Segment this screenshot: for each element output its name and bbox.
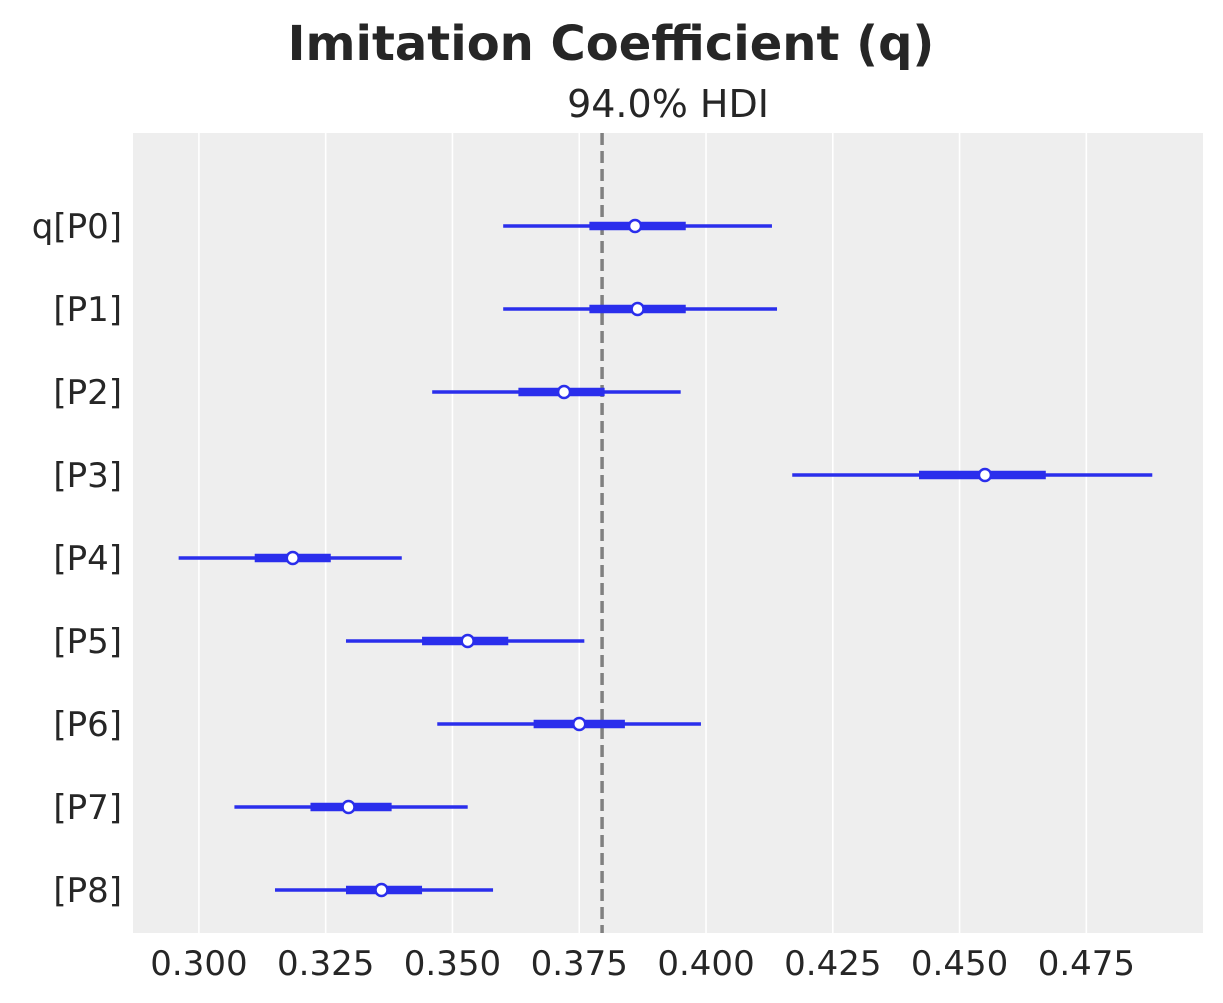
y-tick-label: [P1] bbox=[53, 290, 122, 330]
x-tick-label: 0.450 bbox=[911, 944, 1008, 984]
x-tick-label: 0.375 bbox=[531, 944, 628, 984]
median-point bbox=[460, 633, 475, 649]
x-tick-label: 0.475 bbox=[1038, 944, 1135, 984]
x-tick-label: 0.425 bbox=[784, 944, 881, 984]
y-tick-label: [P2] bbox=[53, 373, 122, 413]
y-tick-label: q[P0] bbox=[32, 207, 122, 247]
x-tick-label: 0.350 bbox=[404, 944, 501, 984]
y-tick-label: [P8] bbox=[53, 871, 122, 911]
interval-marks bbox=[178, 218, 1153, 898]
y-tick-label: [P4] bbox=[53, 539, 122, 579]
x-tick-label: 0.300 bbox=[150, 944, 247, 984]
median-point bbox=[374, 882, 389, 898]
x-tick-label: 0.400 bbox=[657, 944, 754, 984]
chart-subtitle: 94.0% HDI bbox=[567, 82, 769, 126]
median-point bbox=[285, 550, 300, 566]
x-tick-labels: 0.300 0.325 0.350 0.375 0.400 0.425 0.450 0.475 bbox=[150, 944, 1135, 984]
plot-area bbox=[133, 133, 1203, 933]
y-tick-labels: q[P0] [P1] [P2] [P3] [P4] [P5] [P6] [P7] [P8] bbox=[32, 207, 122, 911]
median-point bbox=[572, 716, 587, 732]
y-tick-label: [P7] bbox=[53, 788, 122, 828]
y-tick-label: [P3] bbox=[53, 456, 122, 496]
median-point bbox=[341, 799, 356, 815]
chart-title: Imitation Coefficient (q) bbox=[288, 16, 935, 72]
median-point bbox=[556, 384, 572, 400]
y-tick-label: [P6] bbox=[53, 705, 122, 745]
median-point bbox=[630, 301, 645, 317]
gridlines bbox=[198, 133, 1088, 933]
x-tick-label: 0.325 bbox=[277, 944, 374, 984]
median-point bbox=[977, 467, 993, 483]
median-point bbox=[627, 218, 643, 234]
y-tick-label: [P5] bbox=[53, 622, 122, 662]
